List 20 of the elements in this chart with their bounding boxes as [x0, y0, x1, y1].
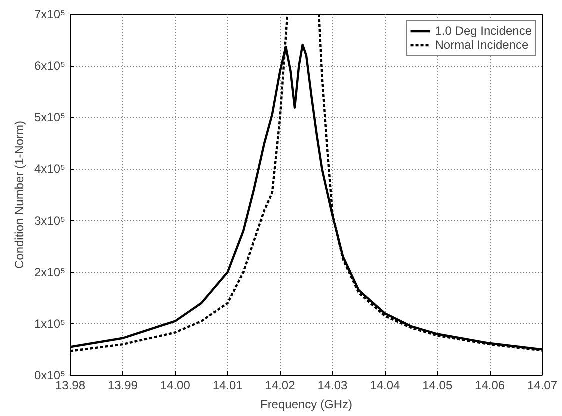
x-tick-label: 14.07 [527, 378, 558, 392]
y-tick-label: 5x10⁵ [34, 110, 66, 125]
x-tick-label: 14.04 [370, 378, 401, 392]
y-tick-label: 7x10⁵ [34, 8, 66, 22]
y-tick-label: 4x10⁵ [34, 162, 66, 176]
x-tick-label: 14.06 [475, 378, 506, 392]
x-axis-title: Frequency (GHz) [260, 398, 353, 412]
y-tick-label: 2x10⁵ [34, 265, 66, 280]
x-tick-label: 14.00 [160, 378, 191, 392]
legend-label: Normal Incidence [435, 38, 529, 52]
y-tick-label: 6x10⁵ [34, 59, 66, 74]
legend-label: 1.0 Deg Incidence [435, 24, 532, 38]
x-tick-label: 14.02 [265, 378, 296, 392]
y-tick-label: 3x10⁵ [34, 214, 66, 228]
y-axis-title: Condition Number (1-Norm) [12, 120, 27, 270]
x-tick-label: 14.01 [212, 378, 244, 392]
x-tick-label: 14.05 [422, 378, 453, 392]
x-tick-label: 14.03 [318, 378, 348, 392]
x-tick-label: 13.99 [108, 378, 138, 392]
y-tick-label: 1x10⁵ [34, 316, 66, 331]
